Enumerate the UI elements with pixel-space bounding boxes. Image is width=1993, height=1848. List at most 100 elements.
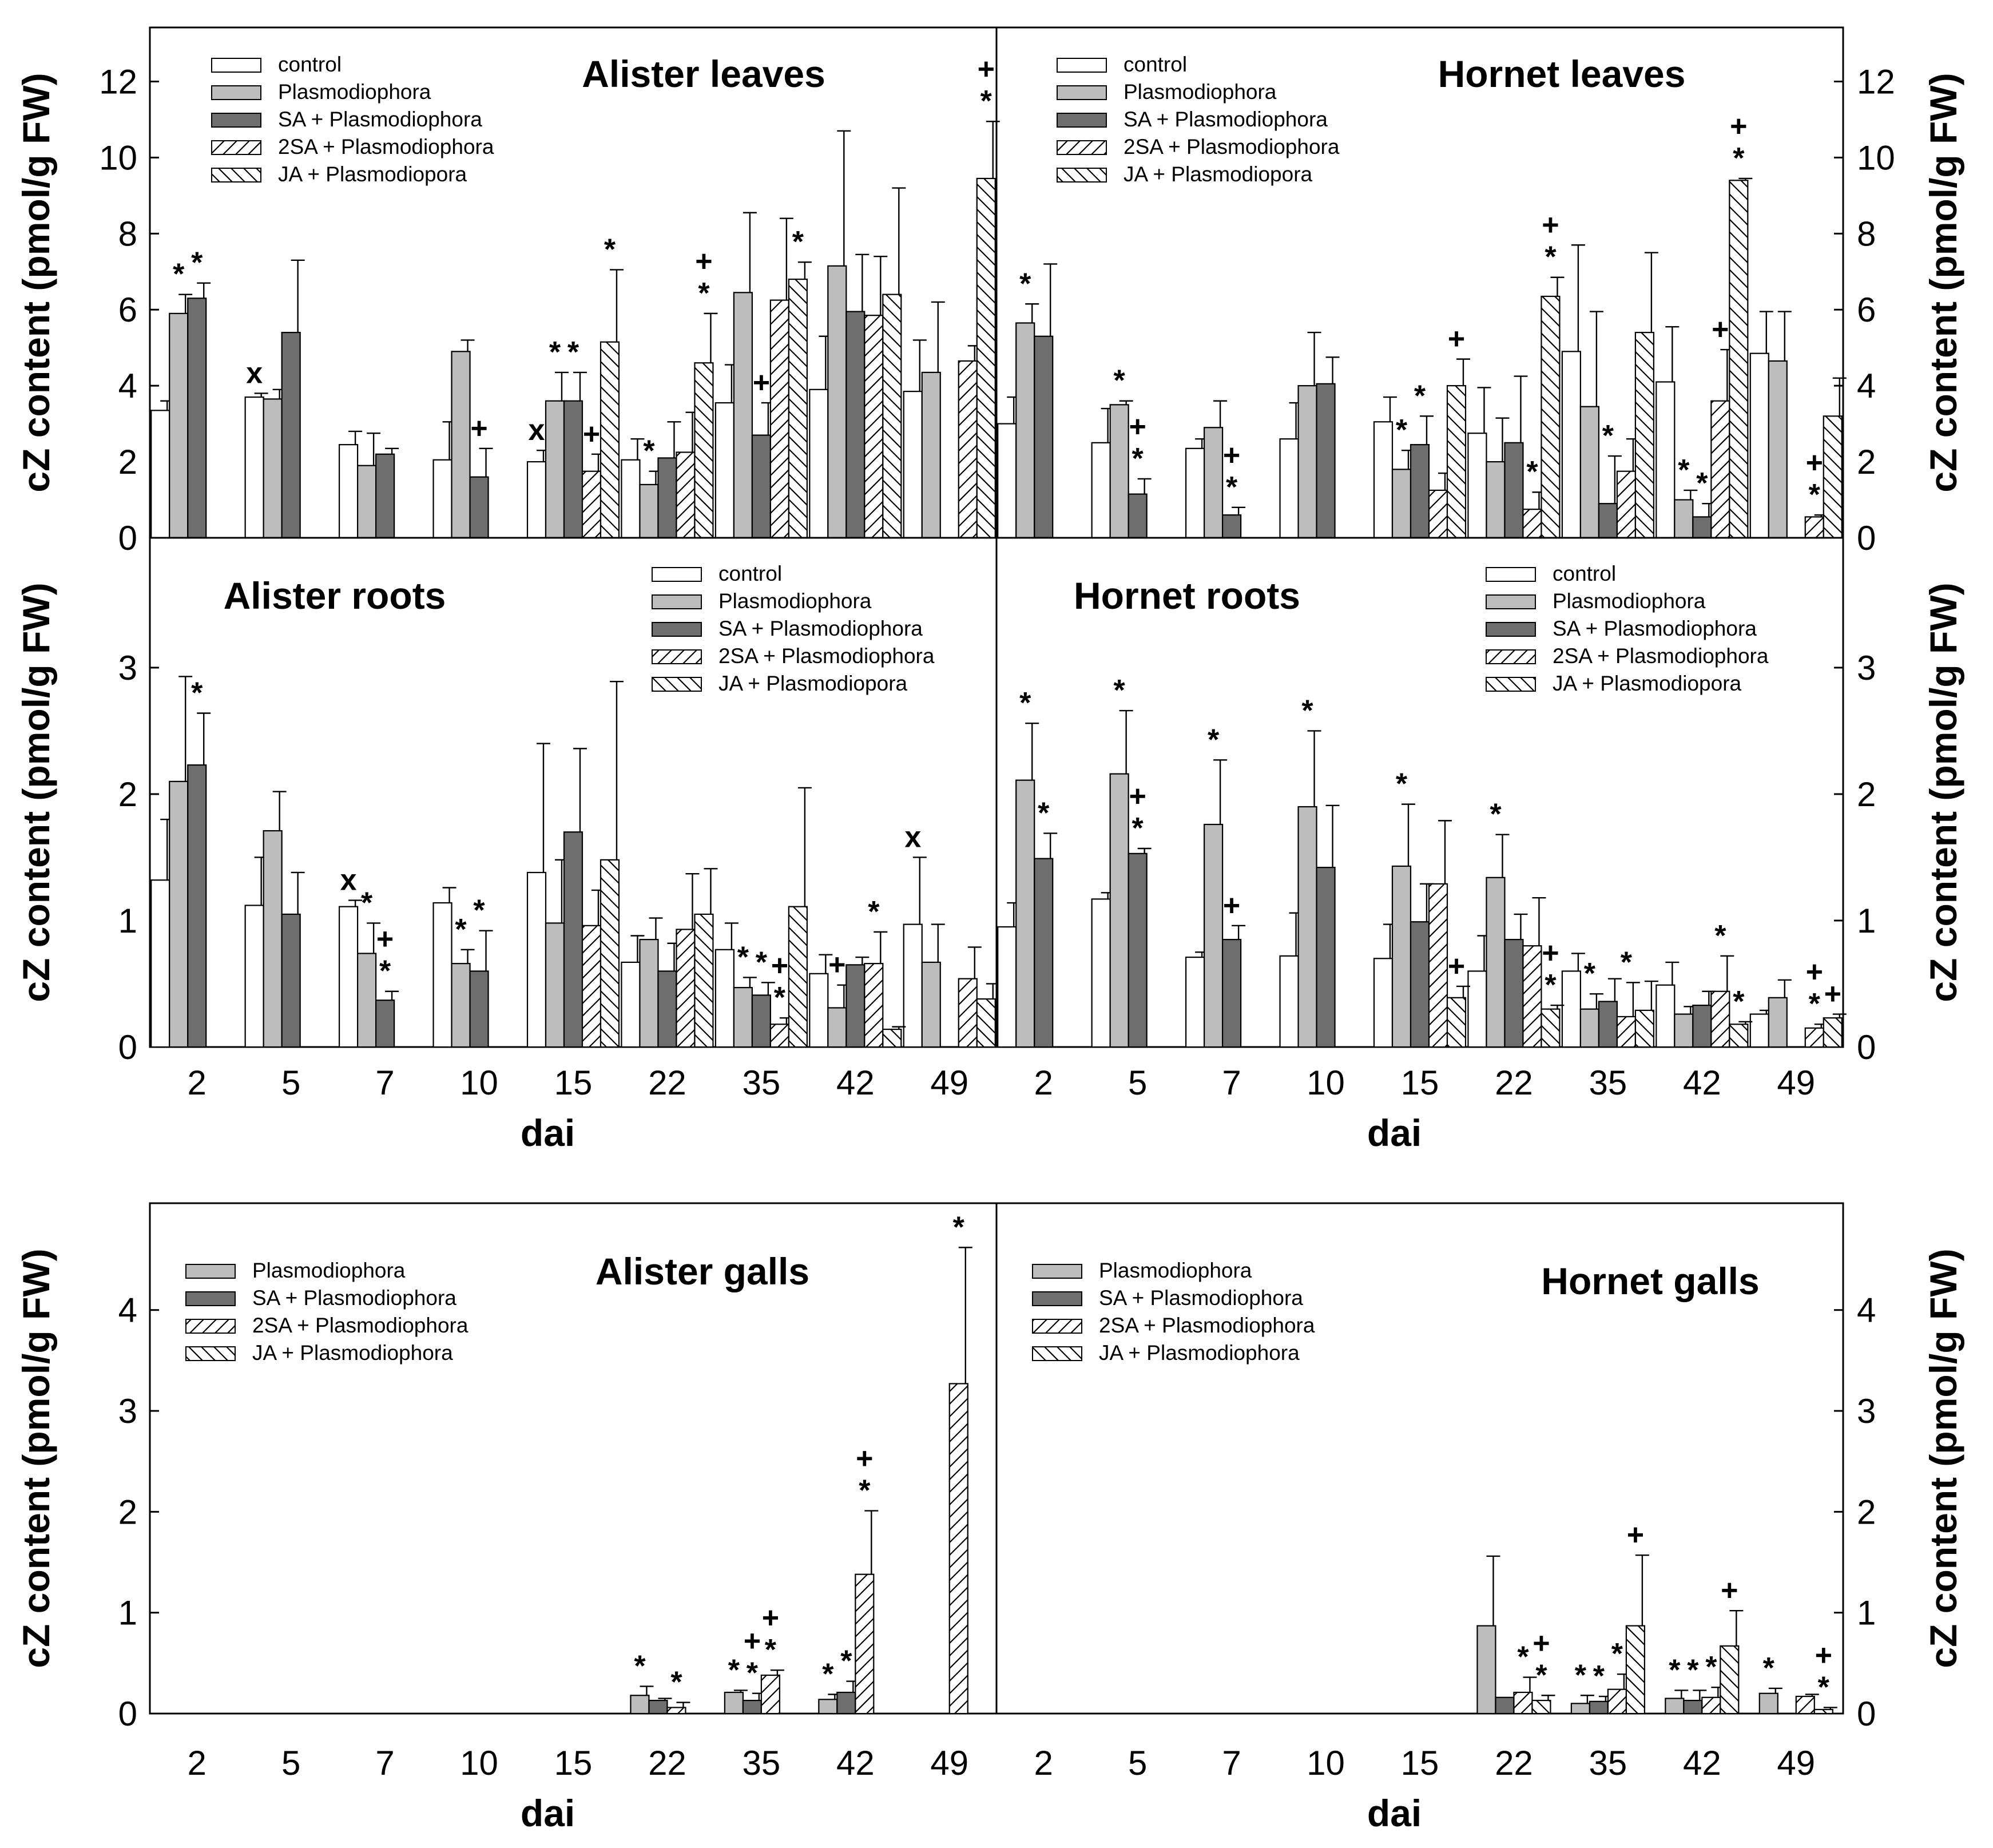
bar-plasmodiophora-42 — [1674, 1013, 1694, 1048]
significance-mark: + — [762, 1601, 779, 1635]
bar-sa-plus-plasmodiophora-2 — [1034, 858, 1054, 1048]
significance-mark: * — [980, 85, 992, 118]
bar-2sa-plus-plasmodiophora-22 — [676, 929, 696, 1048]
legend-label: JA + Plasmodiopora — [1123, 162, 1313, 186]
significance-mark: + — [828, 949, 845, 982]
bar-2sa-plus-plasmodiophora-42 — [864, 963, 884, 1048]
legend-label: 2SA + Plasmodiophora — [1123, 135, 1340, 158]
bar-sa-plus-plasmodiophora-42 — [1692, 1004, 1712, 1048]
legend: control Plasmodiophora SA + Plasmodiophora… — [211, 53, 494, 186]
legend: control Plasmodiophora SA + Plasmodiophora… — [1486, 562, 1769, 695]
legend-swatch-2sa-plus-plasmodiophora — [185, 1319, 236, 1334]
bar-plasmodiophora-2 — [1015, 779, 1035, 1048]
x-tick-label: 35 — [1589, 1744, 1627, 1782]
bar-2sa-plus-plasmodiophora-49 — [1795, 1695, 1815, 1715]
bar-plasmodiophora-35 — [724, 1691, 744, 1715]
bar-sa-plus-plasmodiophora-7 — [1222, 939, 1242, 1048]
legend-label: JA + Plasmodiopora — [278, 162, 467, 186]
bar-sa-plus-plasmodiophora-10 — [1316, 383, 1336, 539]
legend-swatch-control — [1486, 567, 1536, 582]
bar-plasmodiophora-5 — [263, 398, 283, 539]
significance-mark: + — [856, 1442, 873, 1476]
legend-label: JA + Plasmodiopora — [718, 672, 908, 695]
bar-sa-plus-plasmodiophora-42 — [845, 311, 866, 539]
bar-ja-plus-plasmodiopora-49 — [976, 177, 996, 539]
significance-mark: + — [695, 245, 712, 278]
x-tick-label: 10 — [460, 1064, 498, 1102]
bar-control-2 — [150, 879, 170, 1048]
bar-2sa-plus-plasmodiophora-42 — [855, 1573, 875, 1715]
x-tick-label: 2 — [1034, 1064, 1053, 1102]
significance-mark: + — [1806, 955, 1823, 989]
bar-sa-plus-plasmodiophora-42 — [845, 964, 866, 1048]
bar-2sa-plus-plasmodiophora-42 — [1701, 1696, 1721, 1715]
significance-mark: * — [859, 1474, 871, 1508]
x-tick-label: 2 — [188, 1064, 207, 1102]
bar-ja-plus-plasmodiopora-35 — [1634, 1009, 1654, 1048]
bar-control-22 — [621, 961, 641, 1048]
bar-2sa-plus-plasmodiophora-15 — [581, 470, 602, 539]
legend-swatch-ja-plus-plasmodiopora — [1486, 677, 1536, 692]
bar-2sa-plus-plasmodiophora-35 — [1607, 1688, 1627, 1715]
legend-swatch-ja-plus-plasmodiopora — [652, 677, 702, 692]
legend-label: JA + Plasmodiopora — [1553, 672, 1742, 695]
legend-swatch-plasmodiophora — [652, 594, 702, 609]
bar-plasmodiophora-2 — [169, 780, 189, 1048]
legend-label: control — [278, 53, 342, 76]
significance-mark: * — [379, 955, 391, 988]
bar-ja-plus-plasmodiopora-15 — [600, 341, 620, 539]
significance-mark: + — [771, 949, 788, 982]
bar-sa-plus-plasmodiophora-15 — [1410, 444, 1430, 539]
bar-sa-plus-plasmodiophora-2 — [1034, 335, 1054, 539]
legend-label: control — [718, 562, 782, 585]
x-tick-label: 7 — [1222, 1064, 1241, 1102]
significance-mark: * — [1584, 957, 1596, 990]
legend-label: SA + Plasmodiophora — [252, 1286, 456, 1310]
x-tick-label: 10 — [460, 1744, 498, 1782]
legend-swatch-ja-plus-plasmodiophora — [185, 1346, 236, 1361]
bar-control-7 — [1185, 447, 1205, 539]
legend-swatch-2sa-plus-plasmodiophora — [652, 649, 702, 664]
legend-label: SA + Plasmodiophora — [718, 617, 923, 640]
bar-control-5 — [244, 905, 264, 1048]
bar-sa-plus-plasmodiophora-15 — [563, 400, 583, 539]
significance-mark: * — [1132, 812, 1144, 845]
y-tick-label: 4 — [1857, 367, 1876, 405]
significance-mark: * — [1809, 478, 1821, 511]
bar-sa-plus-plasmodiophora-10 — [469, 970, 489, 1048]
bar-sa-plus-plasmodiophora-22 — [657, 970, 677, 1048]
bar-2sa-plus-plasmodiophora-22 — [676, 451, 696, 539]
bar-control-10 — [432, 459, 452, 539]
y-tick-label: 10 — [1857, 138, 1895, 177]
bar-control-49 — [903, 391, 923, 539]
significance-mark: * — [1733, 142, 1745, 175]
significance-mark: * — [868, 895, 880, 929]
legend-label: 2SA + Plasmodiophora — [1099, 1314, 1315, 1337]
legend-swatch-2sa-plus-plasmodiophora — [1032, 1319, 1082, 1334]
bar-control-49 — [1749, 1013, 1769, 1048]
significance-mark: * — [1818, 1671, 1830, 1704]
bar-ja-plus-plasmodiopora-15 — [1446, 997, 1467, 1048]
significance-mark: * — [840, 1645, 852, 1678]
y-tick-label: 1 — [1857, 1594, 1876, 1632]
y-tick-label: 2 — [1857, 443, 1876, 481]
legend-swatch-sa-plus-plasmodiophora — [1057, 113, 1107, 128]
significance-mark: * — [634, 1649, 646, 1683]
x-tick-label: 42 — [1683, 1064, 1721, 1102]
x-axis-title: dai — [1367, 1792, 1422, 1834]
bar-2sa-plus-plasmodiophora-49 — [958, 978, 978, 1048]
legend-label: SA + Plasmodiophora — [1123, 108, 1328, 131]
bar-plasmodiophora-15 — [1391, 865, 1412, 1048]
y-tick-label: 0 — [118, 1695, 137, 1733]
legend-label: JA + Plasmodiophora — [1099, 1341, 1300, 1365]
bar-2sa-plus-plasmodiophora-42 — [864, 315, 884, 539]
significance-mark: * — [737, 941, 749, 974]
significance-mark: * — [191, 676, 203, 709]
legend-label: control — [1553, 562, 1616, 585]
significance-mark: * — [604, 233, 616, 266]
bar-plasmodiophora-15 — [545, 922, 565, 1048]
significance-mark: * — [1621, 946, 1633, 979]
bar-control-5 — [1091, 898, 1111, 1048]
